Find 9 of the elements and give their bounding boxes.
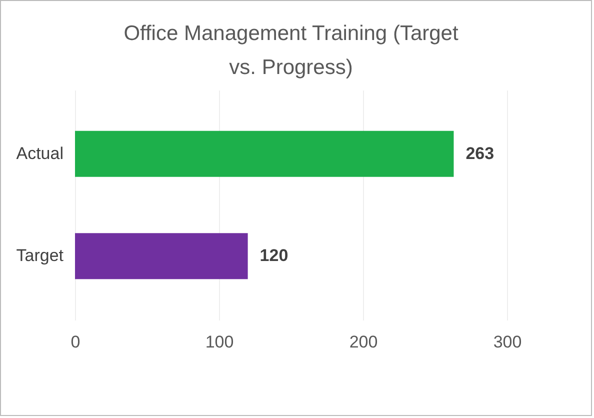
- y-tick-label: Actual: [16, 144, 64, 163]
- y-tick-label: Target: [16, 246, 64, 266]
- x-tick-label: 200: [349, 332, 378, 352]
- x-tick-label: 0: [70, 332, 80, 352]
- x-tick-label: 100: [205, 332, 234, 352]
- chart-title: Office Management Training (Target vs. Progress): [124, 22, 458, 79]
- x-tick-label: 300: [493, 332, 522, 352]
- data-label: 120: [260, 246, 288, 266]
- data-label: 263: [466, 144, 494, 163]
